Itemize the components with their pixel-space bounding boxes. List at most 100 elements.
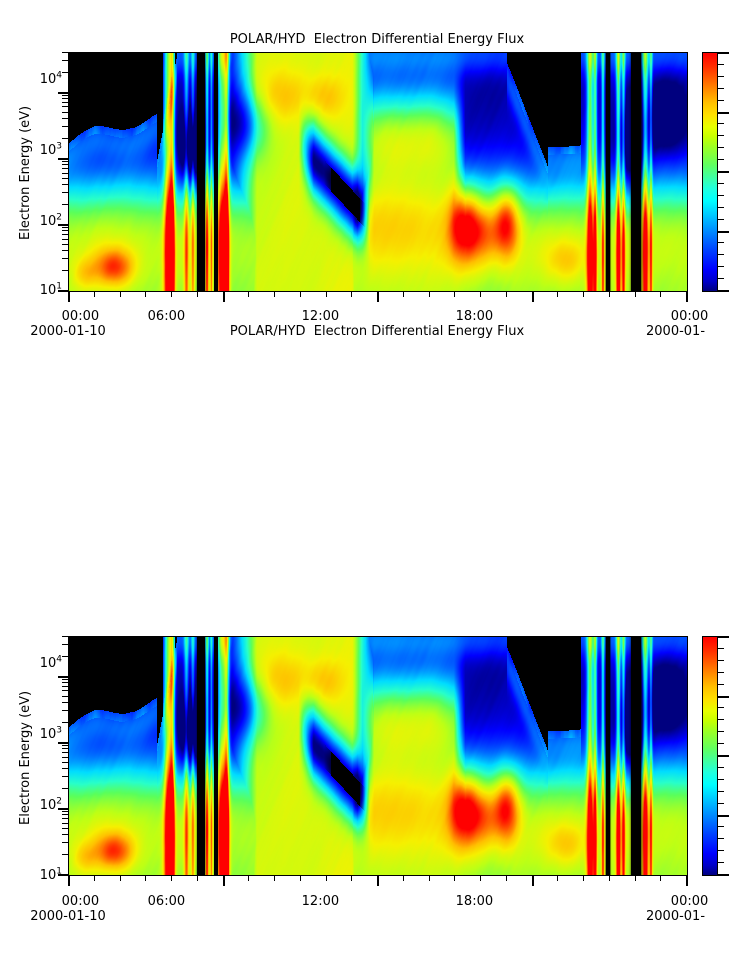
colorbar-tick [718, 648, 724, 649]
xtick-major [223, 875, 225, 886]
colorbar-tick [718, 767, 724, 768]
ytick-minor [62, 818, 68, 819]
xtick-major [532, 291, 534, 302]
colorbar-tick [718, 219, 724, 220]
colorbar-tick [718, 183, 724, 184]
colorbar-tick [718, 660, 724, 661]
xtick-minor [274, 291, 275, 297]
colorbar-tick [718, 112, 729, 114]
colorbar-tick [718, 290, 729, 292]
colorbar-tick [718, 803, 724, 804]
colorbar-tick [718, 159, 724, 160]
ytick-minor [62, 138, 68, 139]
colorbar-tick [718, 147, 724, 148]
ytick-minor [62, 823, 68, 824]
xtick-major [377, 291, 379, 302]
ytick-minor [62, 106, 68, 107]
ytick-minor [62, 768, 68, 769]
colorbar-tick [718, 826, 724, 827]
panel-top: POLAR/HYD Electron Differential Energy F… [0, 0, 730, 339]
ytick-major-0 [58, 92, 68, 94]
ytick-minor [62, 244, 68, 245]
colorbar-tick [718, 52, 729, 54]
colorbar-tick [718, 684, 724, 685]
panel-bottom-xtick-1800: 18:00 [455, 894, 494, 909]
ytick-minor [62, 814, 68, 815]
panel-bottom: POLAR/HYD Electron Differential Energy F… [0, 292, 730, 924]
ytick-minor [62, 178, 68, 179]
ytick-minor [62, 854, 68, 855]
colorbar-tick [718, 755, 729, 757]
xtick-minor [583, 291, 584, 297]
ytick-major-1 [58, 158, 68, 160]
panel-top-xtick-0000-left: 00:00 2000-01-10 [30, 309, 106, 339]
xtick-major [686, 291, 688, 302]
ytick-minor [62, 752, 68, 753]
panel-top-xtick-0000-right: 00:00 2000-01- [646, 309, 709, 339]
xtick-minor [120, 291, 121, 297]
colorbar-tick [718, 838, 724, 839]
ytick-major-0 [58, 676, 68, 678]
ytick-minor [62, 722, 68, 723]
xtick-minor [248, 875, 249, 881]
panel-top-spectrogram[interactable] [68, 52, 688, 292]
ytick-minor [62, 204, 68, 205]
panel-top-xtick-1800: 18:00 [455, 309, 494, 324]
ytick-minor [62, 60, 68, 61]
colorbar-tick [718, 100, 724, 101]
figure-container: POLAR/HYD Electron Differential Energy F… [0, 0, 730, 924]
xtick-minor [197, 291, 198, 297]
xtick-minor [480, 291, 481, 297]
ytick-minor [62, 164, 68, 165]
ytick-major-1 [58, 742, 68, 744]
xtick-major [223, 291, 225, 302]
colorbar-tick [718, 719, 724, 720]
colorbar-tick [718, 64, 724, 65]
ytick-minor [62, 686, 68, 687]
ytick-minor [62, 230, 68, 231]
ytick-minor [62, 227, 68, 228]
colorbar-tick [718, 779, 724, 780]
ytick-major-3 [58, 290, 68, 292]
xtick-minor [197, 875, 198, 881]
panel-bottom-xtick-0000-right: 00:00 2000-01- [646, 894, 709, 924]
ytick-minor [62, 161, 68, 162]
ytick-minor [62, 102, 68, 103]
panel-top-colorbar[interactable] [702, 52, 718, 292]
colorbar-tick [718, 242, 724, 243]
colorbar-tick [718, 696, 729, 698]
xtick-minor [609, 291, 610, 297]
ytick-minor [62, 762, 68, 763]
ytick-major-2 [58, 808, 68, 810]
ytick-minor [62, 95, 68, 96]
panel-top-xtick-1200: 12:00 [301, 309, 340, 324]
ytick-minor [62, 250, 68, 251]
panel-top-title: POLAR/HYD Electron Differential Energy F… [229, 32, 525, 47]
xtick-minor [635, 291, 636, 297]
panel-bottom-spectrogram[interactable] [68, 636, 688, 876]
ytick-minor [62, 788, 68, 789]
xtick-minor [403, 291, 404, 297]
panel-bottom-ytick-1e3: 103 [39, 725, 62, 742]
ytick-minor [62, 270, 68, 271]
panel-bottom-colorbar[interactable] [702, 636, 718, 876]
ytick-minor [62, 239, 68, 240]
xtick-minor [145, 291, 146, 297]
xtick-minor [351, 291, 352, 297]
ytick-minor [62, 173, 68, 174]
xtick-minor [660, 291, 661, 297]
colorbar-tick [718, 135, 724, 136]
ytick-minor [62, 72, 68, 73]
xtick-minor [557, 875, 558, 881]
colorbar-tick [718, 278, 724, 279]
xtick-major [532, 875, 534, 886]
ytick-minor [62, 656, 68, 657]
xtick-minor [583, 875, 584, 881]
colorbar-tick [718, 862, 724, 863]
ytick-minor [62, 636, 68, 637]
panel-bottom-ytick-1e2: 102 [39, 796, 62, 813]
panel-bottom-xtick-1200: 12:00 [301, 894, 340, 909]
xtick-minor [248, 291, 249, 297]
ytick-minor [62, 696, 68, 697]
ytick-minor [62, 98, 68, 99]
